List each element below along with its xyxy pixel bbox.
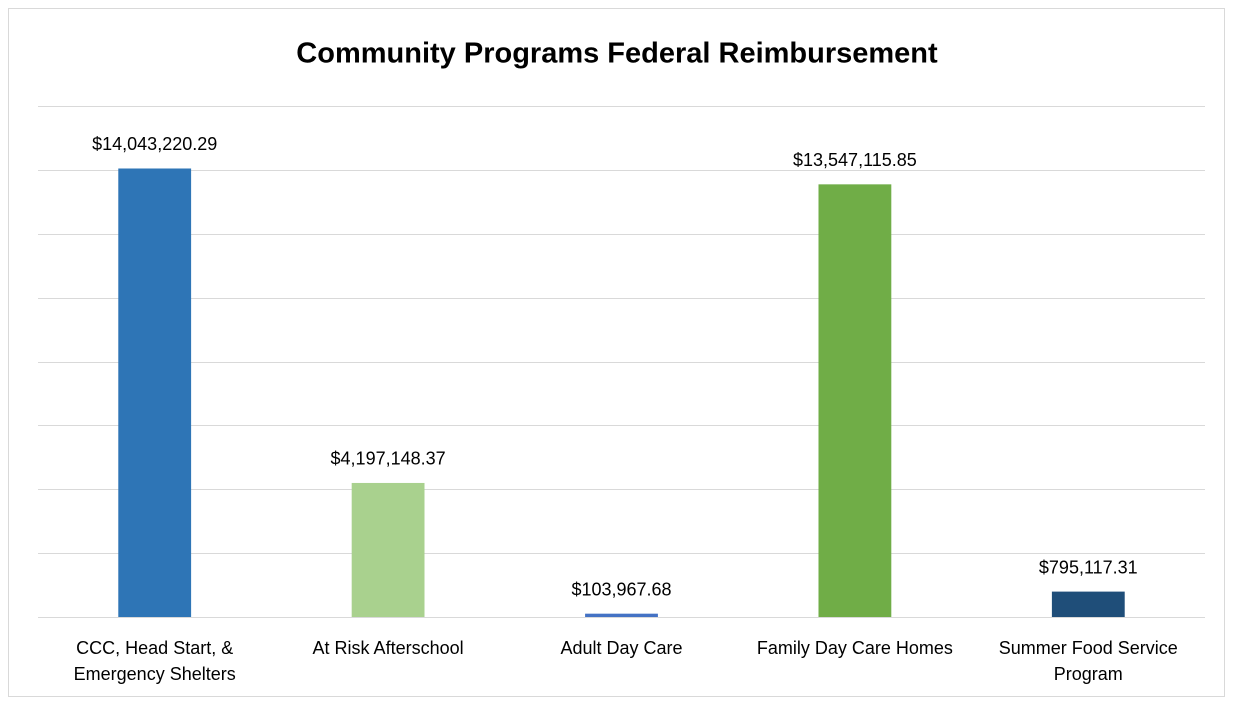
data-label: $13,547,115.85 [793, 150, 917, 170]
bar [818, 184, 892, 617]
data-label: $4,197,148.37 [331, 449, 446, 469]
data-label: $103,967.68 [571, 579, 671, 599]
x-tick-label: Family Day Care Homes [756, 638, 953, 658]
x-tick-label: At Risk Afterschool [312, 638, 464, 658]
bar [118, 168, 192, 617]
chart-border [8, 8, 1225, 697]
bar [351, 482, 425, 617]
data-label: $14,043,220.29 [92, 134, 217, 154]
x-tick-label: Adult Day Care [560, 638, 683, 658]
x-tick-label: Summer Food Service Program [998, 638, 1178, 684]
chart-title: Community Programs Federal Reimbursement [296, 38, 938, 70]
bar [1051, 591, 1125, 617]
x-tick-label: CCC, Head Start, & Emergency Shelters [73, 638, 236, 684]
data-label: $795,117.31 [1039, 557, 1138, 577]
bar [585, 613, 658, 617]
